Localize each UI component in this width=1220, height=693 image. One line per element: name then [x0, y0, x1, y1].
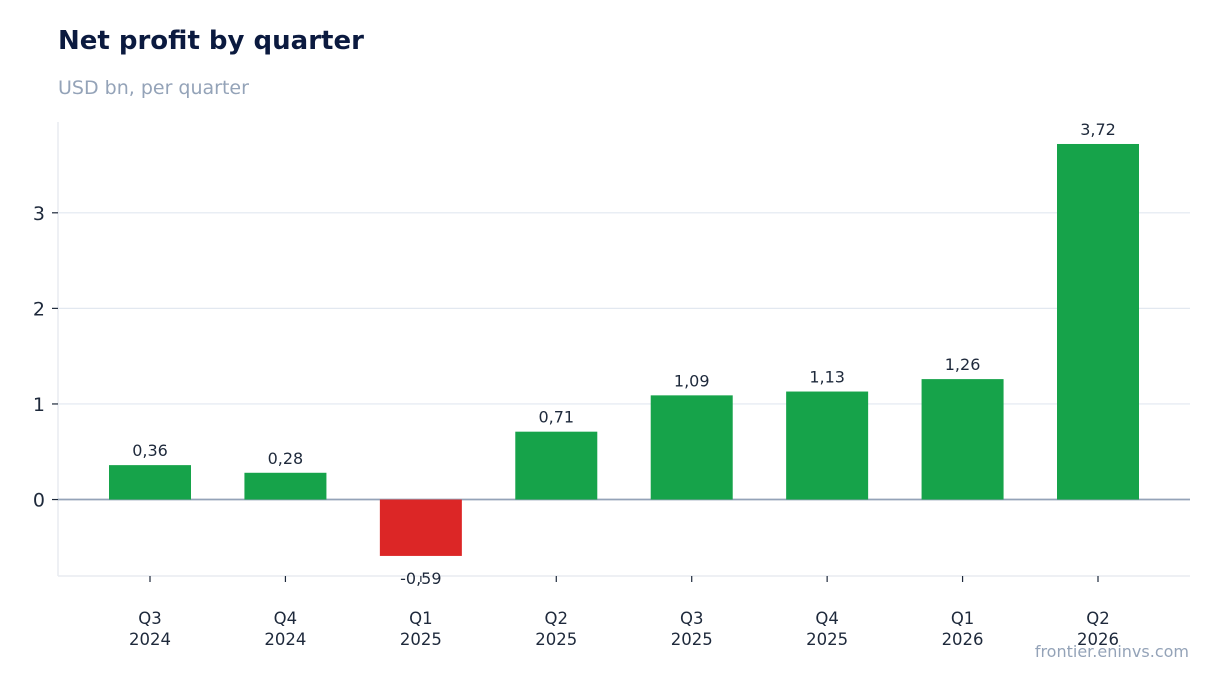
- bar: [515, 431, 598, 500]
- x-tick-label: Q4 2025: [806, 609, 848, 649]
- x-tick-label: Q2 2025: [535, 609, 577, 649]
- y-tick-label: 2: [33, 298, 45, 320]
- bars: [109, 143, 1139, 556]
- x-tick-label: Q2 2026: [1077, 609, 1119, 649]
- chart-title: Net profit by quarter: [58, 26, 364, 56]
- bar: [786, 391, 869, 500]
- data-label: 3,72: [1080, 120, 1116, 139]
- bar: [921, 379, 1004, 500]
- x-tick-label: Q1 2025: [400, 609, 442, 649]
- axes: 0 1 2 3 Q3 2024 Q4 2024 Q1 2025 Q2 2025 Q3 2025 Q4 2025…: [33, 122, 1190, 649]
- labels: 0,36 0,28 -0,59 0,71 1,09 1,13 1,26 3,72: [132, 120, 1116, 588]
- grid-lines: [58, 212, 1190, 405]
- data-label: 1,13: [809, 368, 845, 387]
- data-label: 0,28: [268, 449, 304, 468]
- bar: [379, 499, 462, 556]
- bar: [1057, 143, 1139, 500]
- source-note: frontier.eninvs.com: [1034, 642, 1189, 661]
- y-tick-label: 3: [33, 203, 45, 225]
- y-tick-label: 1: [33, 394, 45, 416]
- data-label: 1,09: [674, 371, 710, 390]
- y-tick-label: 0: [33, 490, 45, 512]
- bar: [244, 472, 327, 500]
- data-label: -0,59: [400, 569, 441, 588]
- bar: [650, 395, 733, 500]
- bar: [109, 465, 191, 500]
- x-tick-label: Q3 2025: [671, 609, 713, 649]
- x-tick-label: Q3 2024: [129, 609, 171, 649]
- data-label: 1,26: [945, 355, 981, 374]
- x-tick-label: Q1 2026: [942, 609, 984, 649]
- data-label: 0,71: [538, 408, 574, 427]
- data-label: 0,36: [132, 441, 168, 460]
- chart-subtitle: USD bn, per quarter: [58, 77, 249, 99]
- x-tick-label: Q4 2024: [264, 609, 306, 649]
